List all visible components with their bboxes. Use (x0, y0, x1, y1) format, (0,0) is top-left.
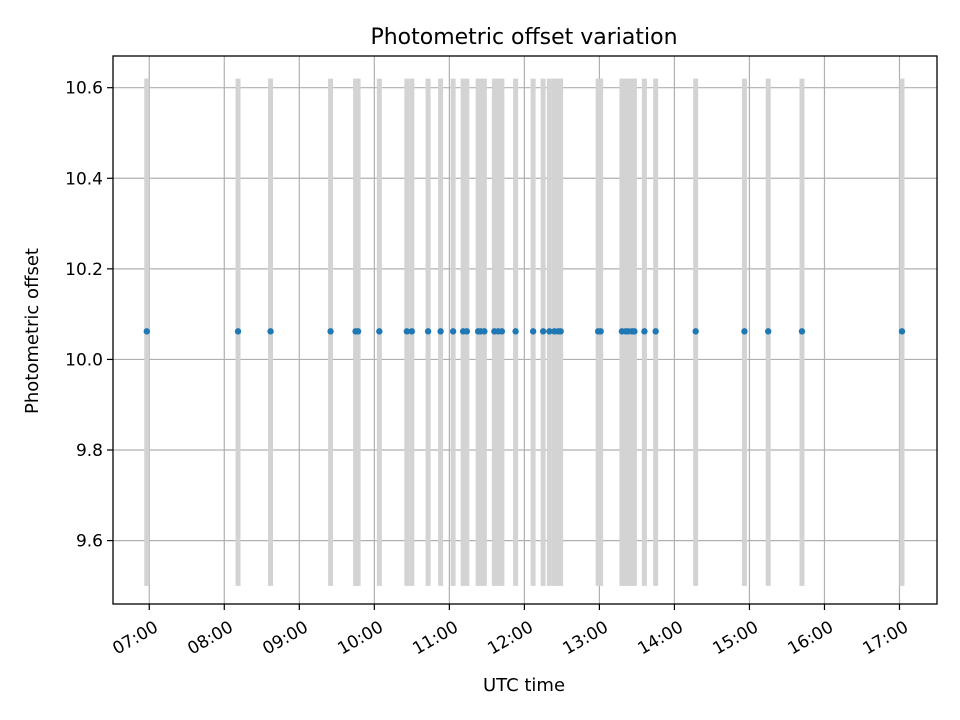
data-point (463, 328, 471, 335)
data-points (143, 328, 906, 335)
data-point (546, 328, 553, 335)
data-point (408, 328, 416, 335)
chart-title: Photometric offset variation (370, 25, 677, 50)
data-point (898, 328, 906, 335)
data-point (641, 328, 648, 335)
data-point (376, 328, 383, 335)
y-tick-label: 9.6 (76, 532, 103, 552)
data-point (143, 328, 150, 335)
data-point (424, 328, 432, 335)
y-tick-label: 10.0 (65, 350, 103, 370)
data-point (354, 328, 362, 335)
data-point (481, 328, 488, 335)
data-point (764, 328, 772, 335)
x-axis-label: UTC time (483, 675, 565, 696)
data-point (403, 328, 411, 335)
data-point (234, 328, 242, 335)
data-point (557, 328, 564, 335)
y-axis-label: Photometric offset (22, 248, 43, 414)
data-point (498, 328, 506, 335)
data-point (631, 328, 638, 335)
data-point (597, 328, 604, 335)
y-tick-label: 10.4 (65, 169, 103, 189)
data-point (512, 328, 519, 335)
plot-frame (112, 55, 938, 605)
data-point (437, 328, 444, 335)
y-tick-label: 10.6 (65, 79, 103, 99)
y-tick-label: 9.8 (76, 441, 103, 461)
data-point (327, 328, 334, 335)
y-axis-ticks: 9.6 9.8 10.0 10.2 10.4 10.6 (65, 79, 113, 552)
data-point (267, 328, 274, 335)
data-point (449, 328, 457, 335)
data-point (529, 328, 537, 335)
data-point (798, 328, 806, 335)
y-tick-label: 10.2 (65, 260, 103, 280)
data-point (741, 328, 748, 335)
data-point (652, 328, 659, 335)
data-point (692, 328, 699, 335)
data-point (539, 328, 547, 335)
